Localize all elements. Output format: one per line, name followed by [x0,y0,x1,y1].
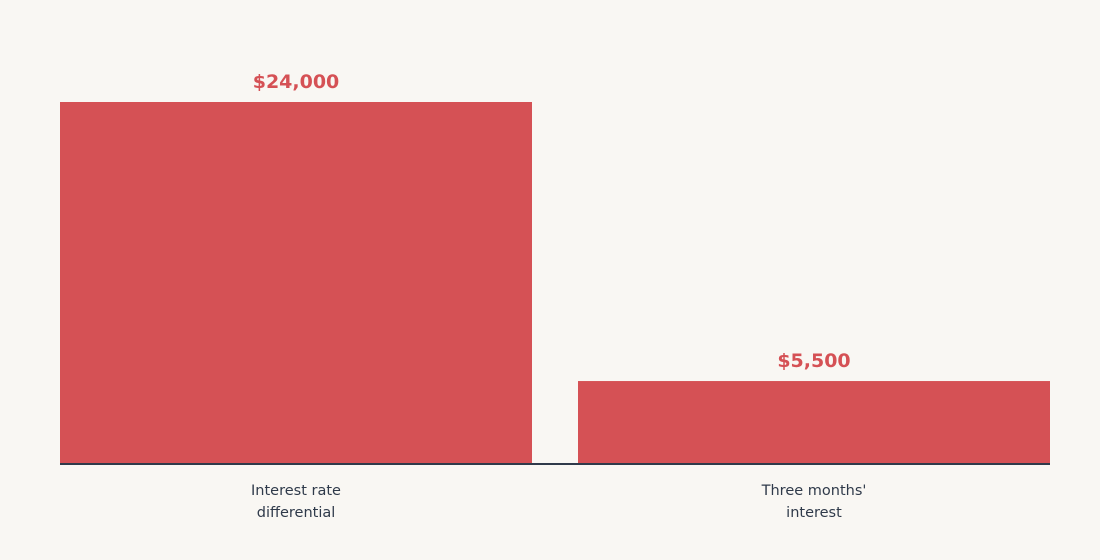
bar-2 [578,381,1050,464]
category-label-1: Interest rate differential [251,483,341,521]
bar-value-label-1: $24,000 [253,71,340,93]
bar-value-label-2: $5,500 [777,350,850,372]
value-labels-group: $24,000 $5,500 [253,71,851,372]
bar-1 [60,102,532,464]
category-label-line: Interest rate [251,483,341,499]
category-label-line: differential [257,505,336,521]
category-labels-group: Interest rate differential Three months' in… [251,483,866,521]
bars-group [60,102,1050,464]
category-label-line: Three months' [761,483,867,499]
category-label-line: interest [786,505,842,521]
category-label-2: Three months' interest [761,483,867,521]
